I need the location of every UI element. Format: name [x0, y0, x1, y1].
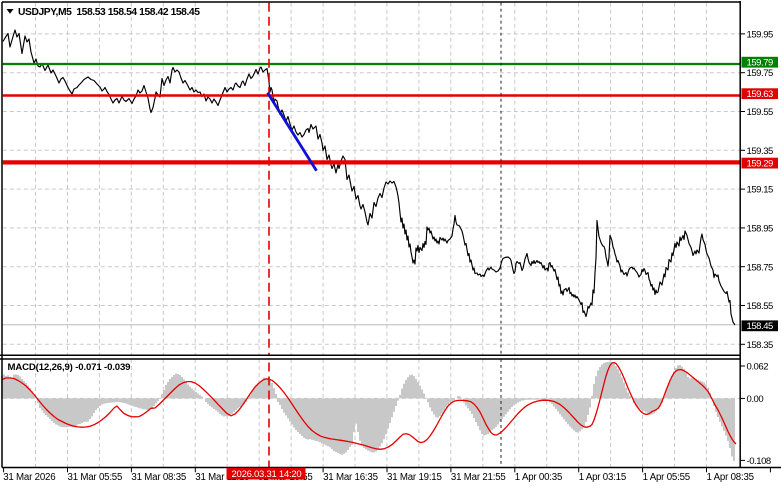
svg-text:158.95: 158.95 — [747, 224, 774, 235]
svg-text:2026.03.31 14:20: 2026.03.31 14:20 — [232, 469, 302, 480]
svg-text:1 Apr 03:15: 1 Apr 03:15 — [579, 472, 626, 483]
svg-text:158.55: 158.55 — [747, 301, 774, 312]
svg-text:31 Mar 2026: 31 Mar 2026 — [3, 472, 55, 483]
svg-text:31 Mar 16:35: 31 Mar 16:35 — [323, 472, 378, 483]
svg-text:159.29: 159.29 — [747, 159, 774, 170]
svg-text:31 Mar 11:15: 31 Mar 11:15 — [195, 472, 249, 483]
svg-text:MACD(12,26,9) -0.071 -0.039: MACD(12,26,9) -0.071 -0.039 — [8, 362, 131, 373]
svg-text:31 Mar 21:55: 31 Mar 21:55 — [451, 472, 506, 483]
svg-text:159.79: 159.79 — [747, 58, 774, 69]
svg-text:158.35: 158.35 — [747, 340, 774, 351]
svg-text:31 Mar 05:55: 31 Mar 05:55 — [68, 472, 123, 483]
svg-text:159.75: 159.75 — [747, 68, 774, 79]
svg-text:0.00: 0.00 — [747, 394, 764, 405]
svg-text:158.45: 158.45 — [747, 321, 774, 332]
svg-text:1 Apr 00:35: 1 Apr 00:35 — [515, 472, 562, 483]
svg-text:1 Apr 05:55: 1 Apr 05:55 — [643, 472, 690, 483]
svg-text:31 Mar 19:15: 31 Mar 19:15 — [387, 472, 442, 483]
svg-text:-0.108: -0.108 — [747, 456, 771, 467]
svg-text:0.062: 0.062 — [747, 362, 769, 373]
svg-text:158.75: 158.75 — [747, 262, 774, 273]
svg-text:1 Apr 08:35: 1 Apr 08:35 — [707, 472, 754, 483]
svg-text:159.15: 159.15 — [747, 185, 774, 196]
svg-text:159.63: 159.63 — [747, 89, 774, 100]
svg-text:USDJPY,M5 158.53 158.54 158.4: USDJPY,M5 158.53 158.54 158.42 158.45 — [18, 7, 200, 18]
svg-text:31 Mar 08:35: 31 Mar 08:35 — [131, 472, 186, 483]
svg-text:159.55: 159.55 — [747, 107, 774, 118]
svg-text:159.95: 159.95 — [747, 29, 774, 40]
svg-text:159.35: 159.35 — [747, 146, 774, 157]
